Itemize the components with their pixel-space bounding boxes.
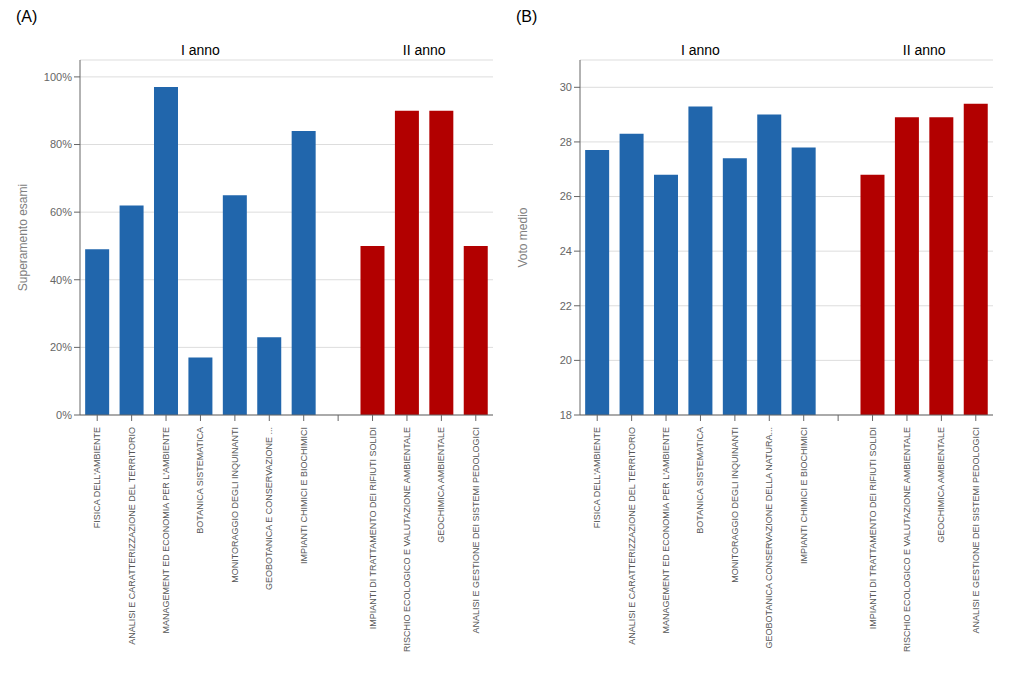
svg-text:MANAGEMENT ED ECONOMIA PER L'A: MANAGEMENT ED ECONOMIA PER L'AMBIENTE — [661, 427, 671, 634]
svg-text:RISCHIO ECOLOGICO E VALUTAZION: RISCHIO ECOLOGICO E VALUTAZIONE AMBIENTA… — [402, 427, 412, 652]
svg-text:ANALISI E CARATTERIZZAZIONE DE: ANALISI E CARATTERIZZAZIONE DEL TERRITOR… — [627, 427, 637, 645]
svg-text:MONITORAGGIO DEGLI INQUINANTI: MONITORAGGIO DEGLI INQUINANTI — [230, 427, 240, 583]
svg-text:GEOCHIMICA AMBIENTALE: GEOCHIMICA AMBIENTALE — [436, 427, 446, 543]
svg-text:BOTANICA SISTEMATICA: BOTANICA SISTEMATICA — [195, 427, 205, 534]
svg-text:40%: 40% — [50, 274, 72, 286]
svg-text:RISCHIO ECOLOGICO E VALUTAZION: RISCHIO ECOLOGICO E VALUTAZIONE AMBIENTA… — [902, 427, 912, 652]
svg-text:ANALISI E CARATTERIZZAZIONE DE: ANALISI E CARATTERIZZAZIONE DEL TERRITOR… — [127, 427, 137, 645]
svg-text:IMPIANTI DI TRATTAMENTO DEI RI: IMPIANTI DI TRATTAMENTO DEI RIFIUTI SOLI… — [368, 427, 378, 629]
svg-text:24: 24 — [560, 245, 572, 257]
svg-text:60%: 60% — [50, 206, 72, 218]
svg-text:II anno: II anno — [403, 42, 446, 58]
svg-text:IMPIANTI CHIMICI E BIOCHIMICI: IMPIANTI CHIMICI E BIOCHIMICI — [299, 427, 309, 564]
svg-text:MANAGEMENT ED ECONOMIA PER L'A: MANAGEMENT ED ECONOMIA PER L'AMBIENTE — [161, 427, 171, 634]
svg-text:ANALISI E GESTIONE DEI SISTEMI: ANALISI E GESTIONE DEI SISTEMI PEDOLOGIC… — [471, 427, 481, 634]
svg-text:Voto medio: Voto medio — [516, 207, 530, 267]
svg-text:II anno: II anno — [903, 42, 946, 58]
svg-text:100%: 100% — [44, 71, 72, 83]
svg-text:26: 26 — [560, 190, 572, 202]
html-text:(A): (A) — [16, 8, 38, 25]
svg-text:FISICA DELL'AMBIENTE: FISICA DELL'AMBIENTE — [592, 427, 602, 528]
svg-text:Superamento esami: Superamento esami — [16, 184, 30, 291]
svg-text:28: 28 — [560, 136, 572, 148]
svg-text:GEOBOTANICA E CONSERVAZIONE ..: GEOBOTANICA E CONSERVAZIONE ... — [264, 427, 274, 590]
svg-text:IMPIANTI DI TRATTAMENTO DEI RI: IMPIANTI DI TRATTAMENTO DEI RIFIUTI SOLI… — [868, 427, 878, 629]
svg-text:20: 20 — [560, 354, 572, 366]
svg-text:30: 30 — [560, 81, 572, 93]
svg-text:IMPIANTI CHIMICI E BIOCHIMICI: IMPIANTI CHIMICI E BIOCHIMICI — [799, 427, 809, 564]
svg-text:I anno: I anno — [681, 42, 720, 58]
svg-text:20%: 20% — [50, 341, 72, 353]
svg-text:GEOCHIMICA AMBIENTALE: GEOCHIMICA AMBIENTALE — [936, 427, 946, 543]
svg-text:0%: 0% — [56, 409, 72, 421]
svg-text:22: 22 — [560, 300, 572, 312]
svg-text:BOTANICA SISTEMATICA: BOTANICA SISTEMATICA — [695, 427, 705, 534]
html-text:(B): (B) — [516, 8, 538, 25]
svg-text:I anno: I anno — [181, 42, 220, 58]
svg-text:ANALISI E GESTIONE DEI SISTEMI: ANALISI E GESTIONE DEI SISTEMI PEDOLOGIC… — [971, 427, 981, 634]
svg-text:18: 18 — [560, 409, 572, 421]
svg-text:FISICA DELL'AMBIENTE: FISICA DELL'AMBIENTE — [92, 427, 102, 528]
svg-text:MONITORAGGIO DEGLI INQUINANTI: MONITORAGGIO DEGLI INQUINANTI — [730, 427, 740, 583]
svg-text:80%: 80% — [50, 138, 72, 150]
svg-text:GEOBOTANICA CONSERVAZIONE DELL: GEOBOTANICA CONSERVAZIONE DELLA NATURA..… — [764, 427, 774, 648]
